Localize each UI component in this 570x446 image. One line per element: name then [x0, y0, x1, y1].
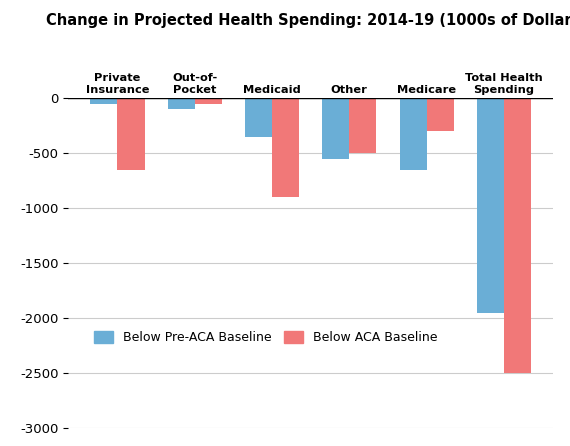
- Text: Out-of-
Pocket: Out-of- Pocket: [172, 73, 217, 95]
- Bar: [504, 98, 531, 373]
- Bar: [195, 98, 222, 103]
- Bar: [168, 98, 195, 109]
- Bar: [272, 98, 299, 197]
- Bar: [426, 98, 454, 131]
- Bar: [117, 98, 145, 169]
- Bar: [349, 98, 376, 153]
- Text: Medicare: Medicare: [397, 85, 456, 95]
- Text: Change in Projected Health Spending: 2014-19 (1000s of Dollars): Change in Projected Health Spending: 201…: [46, 13, 570, 29]
- Bar: [91, 98, 117, 103]
- Bar: [477, 98, 504, 313]
- Text: Private
Insurance: Private Insurance: [86, 73, 149, 95]
- Text: Other: Other: [331, 85, 368, 95]
- Bar: [322, 98, 349, 159]
- Bar: [245, 98, 272, 136]
- Bar: [400, 98, 426, 169]
- Text: Medicaid: Medicaid: [243, 85, 301, 95]
- Text: Total Health
Spending: Total Health Spending: [465, 73, 543, 95]
- Legend: Below Pre-ACA Baseline, Below ACA Baseline: Below Pre-ACA Baseline, Below ACA Baseli…: [89, 326, 442, 349]
